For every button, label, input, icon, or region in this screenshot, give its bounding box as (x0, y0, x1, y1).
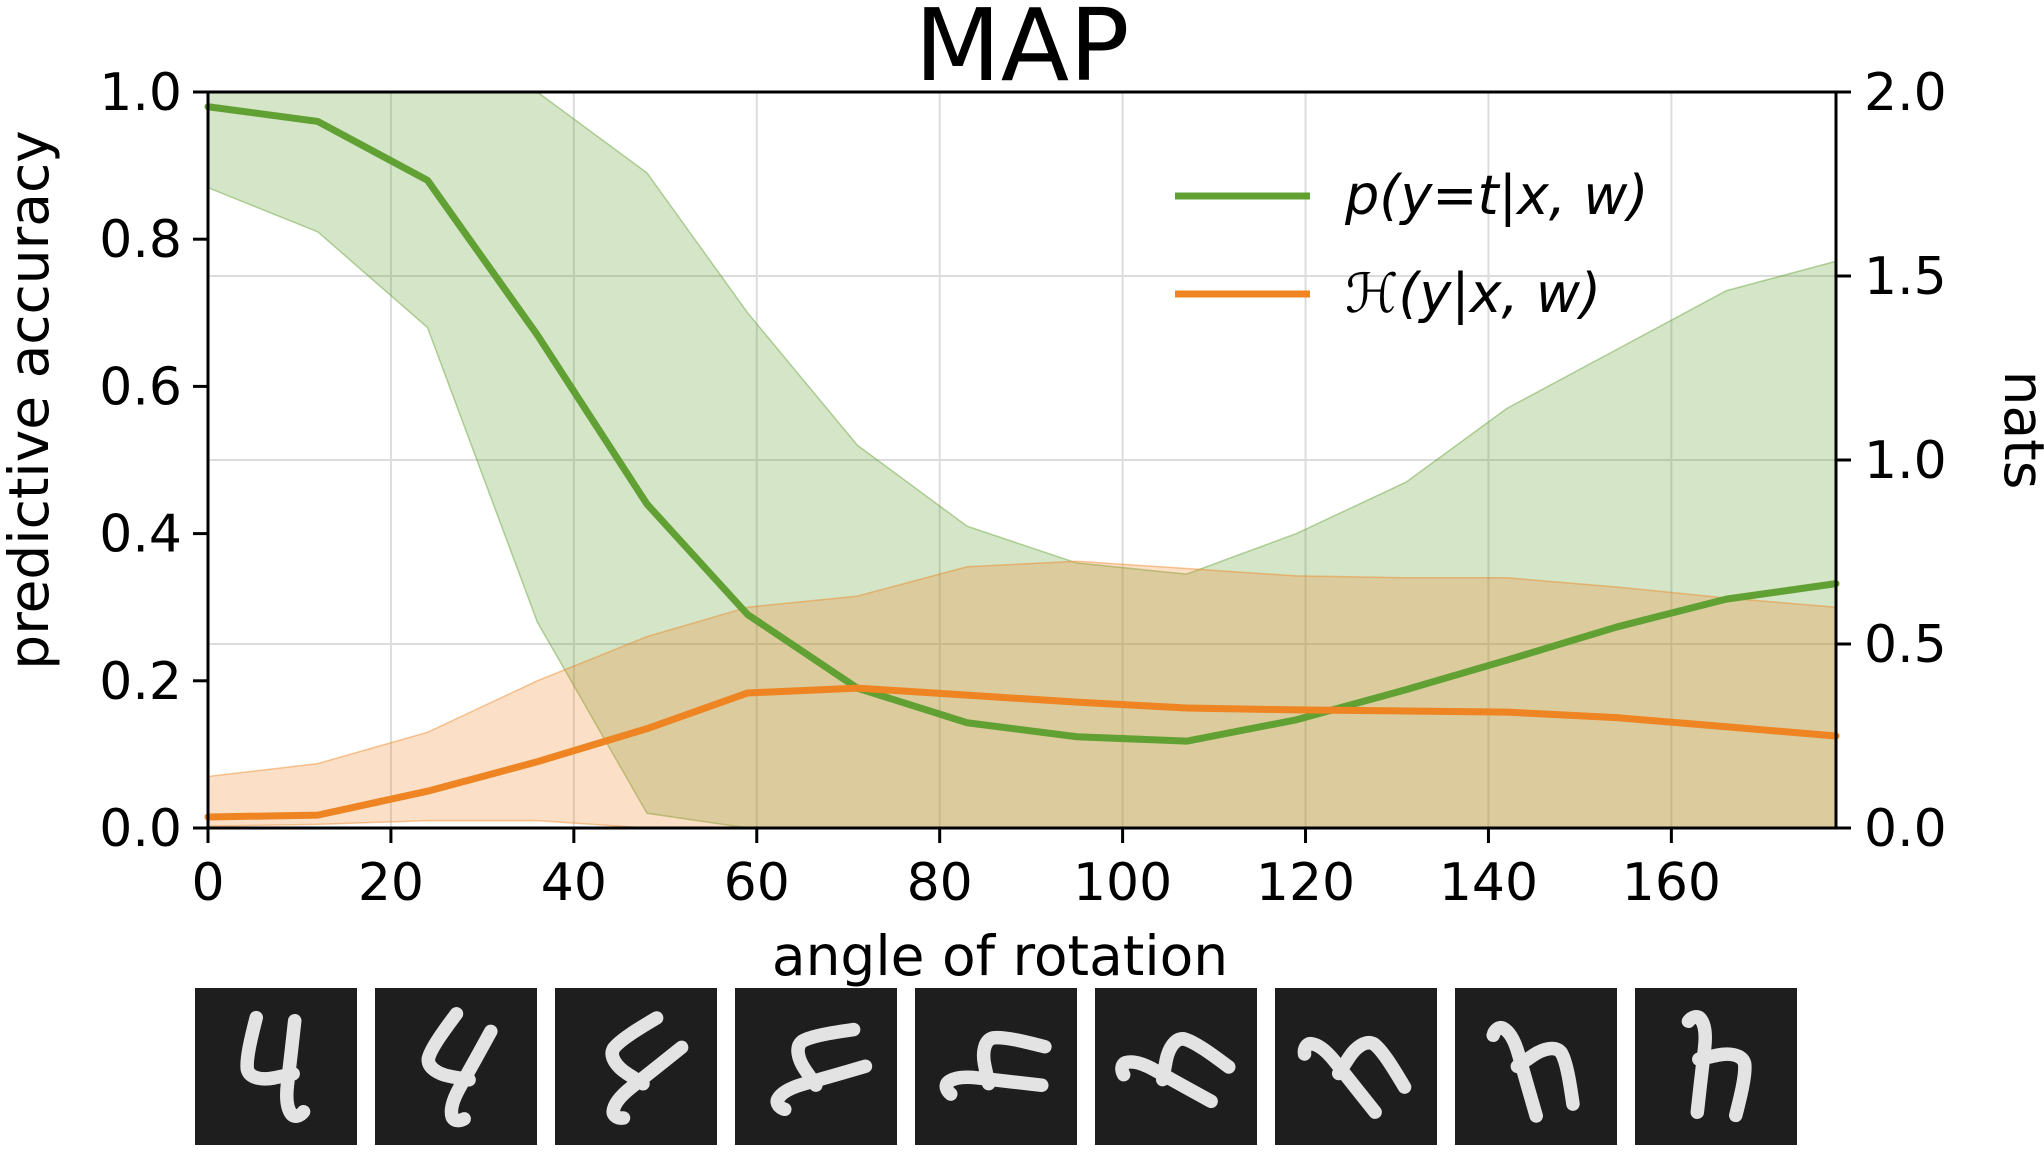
digit-4-stem-1 (444, 1024, 498, 1128)
digit-image-0 (195, 988, 357, 1145)
digit-4-stem-2 (606, 1040, 689, 1125)
digit-glyph-2 (605, 1011, 689, 1125)
digit-bg-0 (195, 988, 357, 1145)
legend-label-accuracy: p(y=t|x, w) (1344, 164, 1648, 227)
digit-4-stem-3 (770, 1059, 873, 1117)
digit-4-stem-6 (1297, 1036, 1382, 1119)
entropy-line (204, 684, 1840, 821)
digit-image-3 (735, 988, 897, 1145)
y-left-tick-label-0.6: 0.6 (99, 357, 182, 417)
digit-image-1 (375, 988, 537, 1145)
digit-glyph-3 (770, 1022, 873, 1117)
x-tick-label-160: 160 (1622, 853, 1721, 913)
axis-ticks (193, 90, 1851, 843)
digit-image-4 (915, 988, 1077, 1145)
digit-4-stem-5 (1115, 1055, 1218, 1109)
digit-glyph-7 (1486, 1020, 1580, 1123)
digit-4-stem-4 (939, 1070, 1049, 1101)
y-left-tick-label-1.0: 1.0 (99, 63, 182, 123)
digit-image-8 (1635, 988, 1797, 1145)
x-tick-label-80: 80 (907, 853, 973, 913)
y-right-tick-label-2.0: 2.0 (1864, 63, 1947, 123)
digit-glyph-5 (1115, 1032, 1236, 1109)
digit-image-6 (1275, 988, 1437, 1145)
digit-image-5 (1095, 988, 1257, 1145)
x-tick-label-60: 60 (724, 853, 790, 913)
digit-bg-6 (1275, 988, 1437, 1145)
x-tick-label-140: 140 (1439, 853, 1538, 913)
y-right-tick-label-0.5: 0.5 (1864, 615, 1947, 675)
digit-glyph-1 (421, 1007, 498, 1128)
x-tick-label-40: 40 (541, 853, 607, 913)
digit-bg-3 (735, 988, 897, 1145)
digit-bg-2 (555, 988, 717, 1145)
rotated-digit-strip (195, 988, 1797, 1145)
y-left-tick-label-0.4: 0.4 (99, 505, 182, 565)
digit-glyph-4 (939, 1030, 1052, 1101)
digit-bg-8 (1635, 988, 1797, 1145)
y-right-tick-label-1.5: 1.5 (1864, 247, 1947, 307)
y-left-tick-label-0.2: 0.2 (99, 652, 182, 712)
digit-4-stem-8 (1681, 1010, 1712, 1120)
digit-glyph-0 (240, 1010, 311, 1123)
x-tick-label-0: 0 (191, 853, 224, 913)
legend-swatches (1175, 192, 1310, 298)
accuracy-line (204, 103, 1840, 745)
data-lines (204, 103, 1840, 821)
y-left-tick-label-0.0: 0.0 (99, 799, 182, 859)
y-axis-label-right: nats (1992, 371, 2044, 490)
digit-glyph-6 (1297, 1036, 1412, 1119)
digit-bg-4 (915, 988, 1077, 1145)
legend-label-entropy: ℋ(y|x, w) (1345, 262, 1601, 325)
x-axis-label: angle of rotation (772, 924, 1228, 988)
tick-labels: 0 20 40 60 80 100 120 140 160 0.0 0.2 0.4 0.6 0.8 1.0 0… (99, 63, 1946, 913)
digit-image-7 (1455, 988, 1617, 1145)
digit-4-stem-0 (280, 1013, 311, 1123)
digit-4-stem-7 (1486, 1020, 1543, 1123)
x-tick-label-20: 20 (358, 853, 424, 913)
x-tick-label-100: 100 (1073, 853, 1172, 913)
y-left-tick-label-0.8: 0.8 (99, 210, 182, 270)
y-right-tick-label-1.0: 1.0 (1864, 431, 1947, 491)
digit-glyph-8 (1681, 1010, 1752, 1123)
y-axis-label-left: predictive accuracy (0, 130, 61, 669)
digit-image-2 (555, 988, 717, 1145)
chart-title: MAP (915, 0, 1130, 104)
y-right-tick-label-0.0: 0.0 (1864, 799, 1947, 859)
x-tick-label-120: 120 (1256, 853, 1355, 913)
